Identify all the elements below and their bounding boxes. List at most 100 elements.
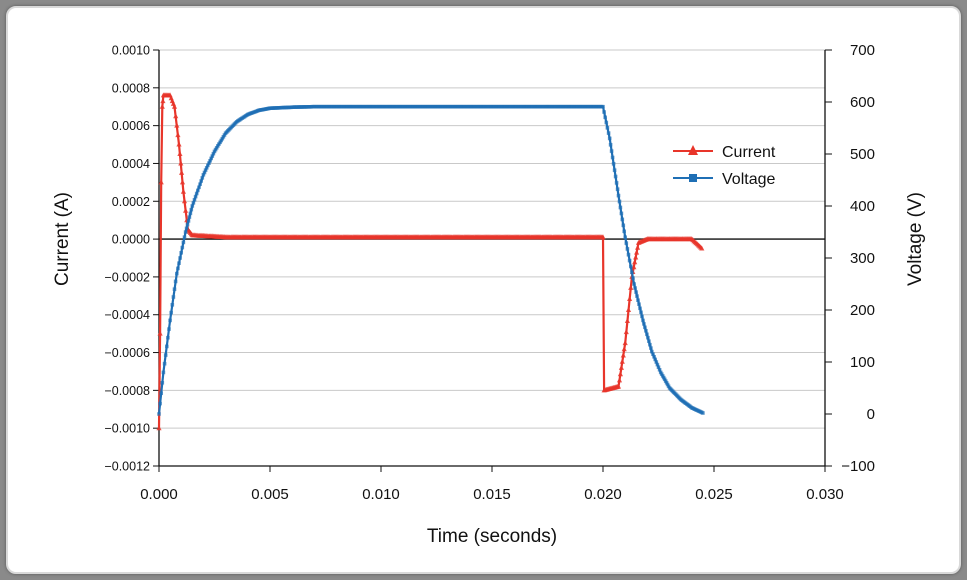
series-voltage (157, 104, 705, 416)
data-point (181, 198, 188, 204)
data-point (635, 244, 641, 250)
data-point (633, 254, 639, 260)
data-point (161, 370, 166, 375)
data-point (600, 234, 606, 240)
data-point (198, 182, 202, 186)
data-point (160, 381, 165, 385)
data-point (629, 264, 633, 269)
data-point (167, 327, 171, 331)
data-point (156, 425, 162, 431)
data-point (602, 110, 606, 114)
series-line-current (157, 94, 703, 429)
data-point (619, 211, 624, 216)
data-point (620, 217, 625, 222)
data-point (656, 365, 661, 369)
data-point (649, 346, 653, 350)
data-point (647, 339, 651, 343)
data-point (636, 298, 640, 302)
data-point (209, 156, 213, 161)
data-point (634, 249, 640, 255)
y-left-tick-label: −0.0006 (104, 346, 150, 360)
data-point (627, 296, 633, 301)
data-point (199, 179, 203, 183)
data-point (610, 155, 615, 160)
y-left-tick-label: −0.0010 (104, 422, 150, 436)
data-point (640, 314, 644, 319)
data-point (169, 310, 173, 315)
x-tick-label: 0.010 (362, 486, 400, 503)
y-left-tick-label: −0.0004 (104, 308, 150, 322)
data-point (178, 256, 182, 260)
data-point (159, 103, 165, 109)
data-point (160, 98, 166, 104)
data-point (652, 355, 656, 359)
data-point (200, 176, 205, 180)
data-point (183, 230, 188, 234)
data-point (699, 245, 705, 251)
x-tick-label: 0.030 (806, 486, 844, 503)
data-point (172, 287, 177, 291)
data-point (158, 401, 162, 406)
legend-voltage-marker (689, 174, 697, 182)
data-point (625, 307, 632, 312)
legend-label-voltage: Voltage (722, 171, 775, 188)
data-point (173, 113, 179, 119)
data-point (631, 276, 635, 280)
chart-frame: 0.000 0.005 0.010 0.015 0.020 0.025 0.030 0.00… (6, 6, 961, 574)
data-point (165, 344, 169, 349)
y-left-axis-title: Current (A) (52, 192, 73, 286)
data-point (179, 179, 186, 185)
data-point (616, 193, 621, 198)
data-point (171, 295, 176, 299)
data-point (615, 383, 622, 389)
data-point (616, 377, 623, 383)
data-point (214, 146, 219, 150)
y-left-tick-label: 0.0006 (112, 119, 150, 133)
data-point (635, 294, 639, 298)
data-point (210, 154, 215, 158)
data-point (622, 340, 628, 346)
data-point (638, 306, 642, 311)
data-point (196, 188, 200, 193)
data-point (190, 204, 195, 208)
data-point (648, 342, 652, 347)
y-left-tick-label: −0.0008 (104, 384, 150, 398)
data-point (158, 179, 164, 185)
data-point (208, 159, 212, 163)
data-point (184, 226, 189, 231)
y-left-tick-label: −0.0002 (104, 270, 150, 284)
data-point (617, 371, 623, 377)
data-point (206, 163, 210, 168)
y-left-tick-label: 0.0010 (112, 44, 150, 58)
y-left-tick-label: 0.0000 (112, 233, 150, 247)
data-point (162, 361, 167, 366)
data-point (189, 207, 194, 212)
data-point (166, 335, 170, 340)
y-right-tick-label: 600 (850, 94, 875, 111)
y-right-tick-label: 300 (850, 250, 875, 267)
data-point (170, 303, 175, 307)
current-voltage-chart: 0.000 0.005 0.010 0.015 0.020 0.025 0.030 0.00… (52, 42, 926, 547)
data-point (642, 322, 646, 326)
data-point (177, 261, 181, 265)
data-point (651, 352, 655, 356)
data-point (615, 187, 620, 191)
data-point (187, 215, 192, 219)
data-point (177, 151, 183, 156)
data-point (180, 188, 186, 194)
data-point (157, 412, 161, 416)
data-point (612, 168, 617, 172)
data-point (626, 252, 631, 257)
data-point (641, 318, 645, 323)
data-point (211, 151, 216, 156)
data-point (175, 132, 181, 138)
data-point (634, 290, 638, 294)
x-tick-label: 0.015 (473, 486, 511, 503)
y-right-tick-label: 100 (850, 354, 875, 371)
x-tick-label: 0.025 (695, 486, 733, 503)
data-point (180, 245, 185, 250)
data-point (203, 168, 208, 172)
data-point (601, 104, 605, 109)
data-point (619, 358, 625, 364)
x-tick-label: 0.005 (251, 486, 289, 503)
